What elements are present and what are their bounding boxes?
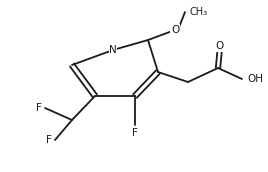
Text: CH₃: CH₃ — [189, 7, 207, 17]
Text: F: F — [46, 135, 52, 145]
Text: OH: OH — [247, 74, 263, 84]
Text: O: O — [216, 41, 224, 51]
Text: F: F — [36, 103, 42, 113]
Text: N: N — [109, 45, 117, 55]
Text: O: O — [171, 25, 179, 35]
Text: F: F — [132, 128, 138, 138]
